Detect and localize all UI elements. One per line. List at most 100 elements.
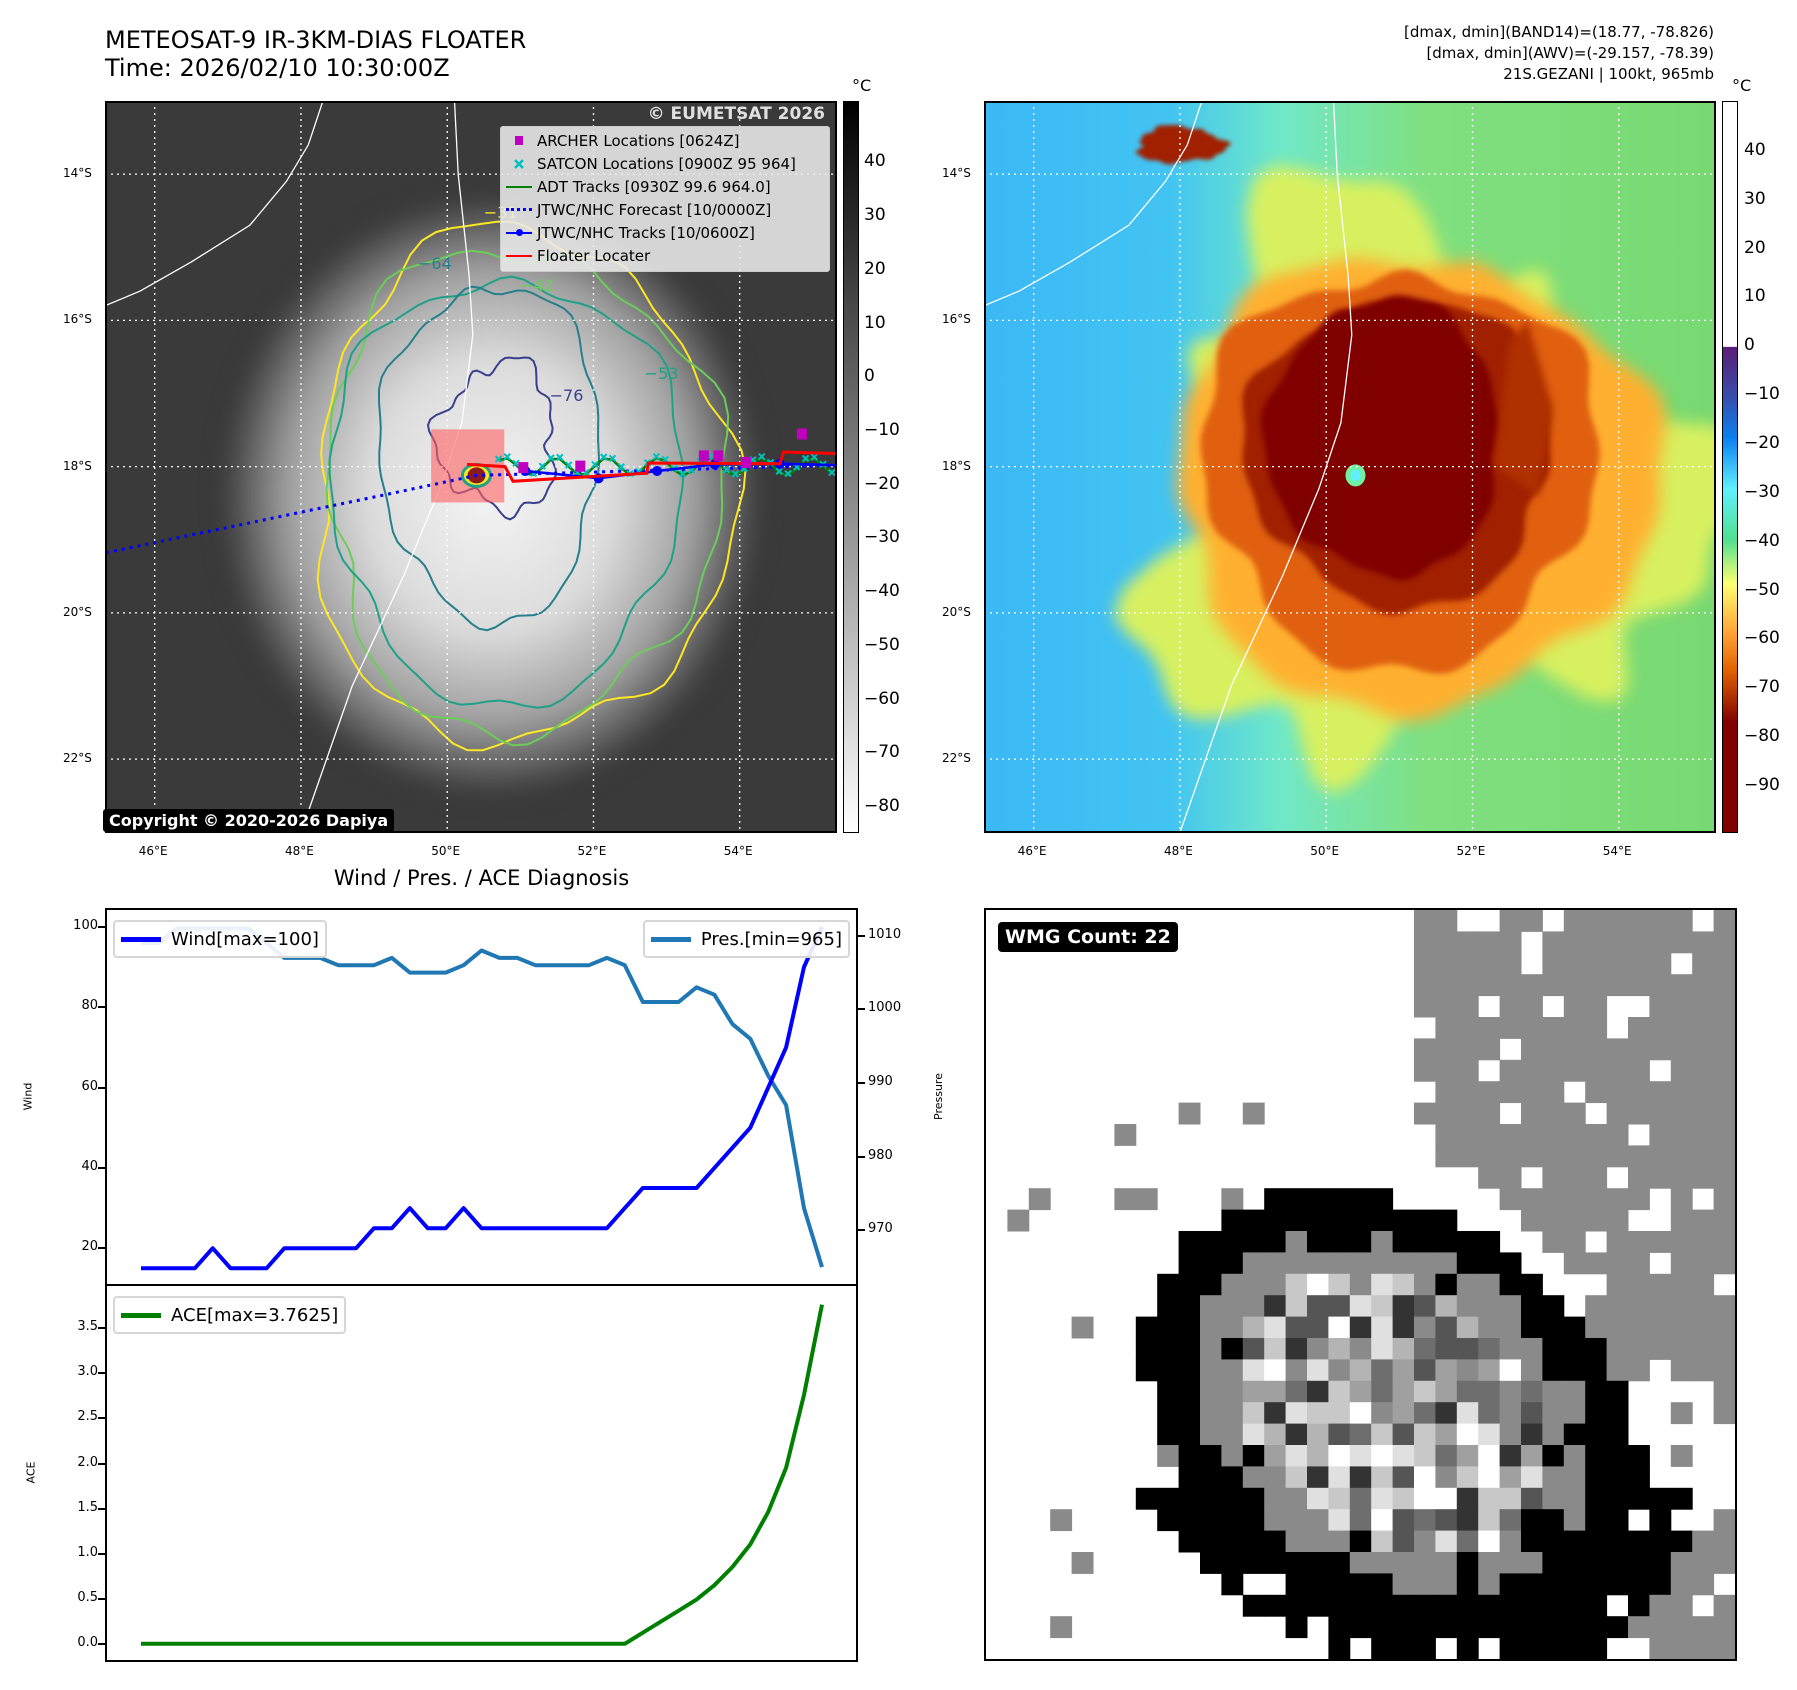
satcon-marker [810,453,819,461]
wmg-cell [1435,1594,1458,1617]
wmg-cell [1499,1530,1522,1553]
wmg-cell [1435,1445,1458,1467]
wmg-cell [1542,974,1565,997]
wmg-cell [1285,1466,1308,1489]
lon-tick-label: 46°E [138,844,168,858]
wmg-cell [1349,1231,1372,1253]
wmg-cell [1713,995,1735,1018]
wmg-cell [1478,1038,1501,1061]
wmg-cell [1414,1466,1436,1489]
wmg-cell [1285,1530,1308,1553]
adt-line-icon [501,185,537,188]
wmg-cell [1285,1487,1308,1510]
awv-map-panel[interactable] [984,101,1716,833]
pressure-tick-mark [858,1229,865,1232]
archer-marker-icon [501,136,537,145]
wmg-cell [1585,1338,1608,1360]
wmg-cell [1178,1380,1201,1403]
wmg-cell [1563,1616,1586,1639]
wmg-cell [1435,1530,1458,1553]
wmg-cell [1563,931,1586,954]
wmg-cell [1242,1359,1265,1382]
wmg-cell [1478,1445,1501,1467]
wmg-cell [1200,1380,1222,1403]
lat-tick-label: 16°S [63,312,92,327]
wmg-cell [1135,1338,1158,1360]
wmg-cell [1542,1594,1565,1617]
wmg-cell [1649,1573,1672,1596]
wmg-cell [1521,1038,1543,1061]
wmg-cell [1692,1295,1715,1318]
wmg-cell [1542,931,1565,954]
wmg-cell [1392,1402,1415,1425]
wmg-cell [1585,1188,1608,1211]
wmg-cell [1585,1423,1608,1446]
wmg-cell [1499,1423,1522,1446]
wmg-cell [1628,910,1650,932]
wmg-cell [1542,1552,1565,1574]
ace-tick-label: 1.5 [77,1499,98,1515]
wmg-cell [1456,1273,1479,1296]
wmg-cell [1670,1038,1693,1061]
wmg-grid [1007,910,1735,1659]
lon-tick-label: 52°E [1456,844,1486,858]
wmg-cell [1349,1616,1372,1639]
wmg-cell [1628,1359,1650,1382]
wmg-cell [1264,1231,1287,1253]
wmg-cell [1371,1359,1394,1382]
forecast-line-icon [501,208,537,211]
wmg-cell [1328,1530,1351,1553]
ace-tick-mark [98,1327,105,1330]
wmg-cell [1456,1445,1479,1467]
figure-time: Time: 2026/02/10 10:30:00Z [105,54,450,82]
wmg-cell [1649,1017,1672,1039]
diagnosis-title: Wind / Pres. / ACE Diagnosis [333,866,630,890]
ir-colorbar-tick: 0 [864,366,875,387]
wind-pressure-chart: Wind[max=100] Pres.[min=965] [105,908,858,1286]
wmg-cell [1435,1102,1458,1125]
ir-colorbar-tick: −70 [864,742,900,763]
wmg-cell [1670,1338,1693,1360]
wmg-cell [1371,1487,1394,1510]
wmg-cell [1414,1038,1436,1061]
ace-legend: ACE[max=3.7625] [113,1296,347,1334]
wmg-cell [1285,1380,1308,1403]
wmg-cell [1328,1295,1351,1318]
wmg-cell [1392,1209,1415,1232]
wmg-cell [1713,931,1735,954]
wmg-cell [1499,1380,1522,1403]
wmg-cell [1713,1209,1735,1232]
wmg-cell [1499,974,1522,997]
wmg-cell [1264,1530,1287,1553]
wmg-cell [1392,1359,1415,1382]
wmg-cell [1670,1059,1693,1082]
wmg-cell [1563,1124,1586,1146]
wmg-cell [1692,1530,1715,1553]
ir-colorbar-unit: °C [852,76,872,95]
wmg-cell [1521,1616,1543,1639]
wmg-cell [1542,1166,1565,1189]
wmg-cell [1606,1402,1629,1425]
wmg-cell [1628,1188,1650,1211]
wmg-cell [1456,1295,1479,1318]
wmg-cell [1521,1637,1543,1659]
wmg-cell [1521,1402,1543,1425]
awv-colorbar-tick: 40 [1744,139,1766,160]
wmg-cell [1670,1231,1693,1253]
wmg-cell [1328,1552,1351,1574]
wmg-cell [1307,1316,1329,1339]
wmg-cell [1670,1445,1693,1467]
lat-tick-label: 20°S [63,604,92,619]
wmg-cell [1221,1231,1244,1253]
wmg-cell [1414,1509,1436,1532]
coastline [1179,103,1353,831]
wmg-cell [1670,1124,1693,1146]
awv-colorbar-tick: 10 [1744,286,1766,307]
wmg-cell [1307,1273,1329,1296]
wmg-cell [1456,1252,1479,1275]
wmg-cell [1414,1273,1436,1296]
wmg-cell [1221,1273,1244,1296]
wmg-cell [1713,1252,1735,1275]
wmg-cell [1456,1038,1479,1061]
wmg-cell [1563,995,1586,1018]
